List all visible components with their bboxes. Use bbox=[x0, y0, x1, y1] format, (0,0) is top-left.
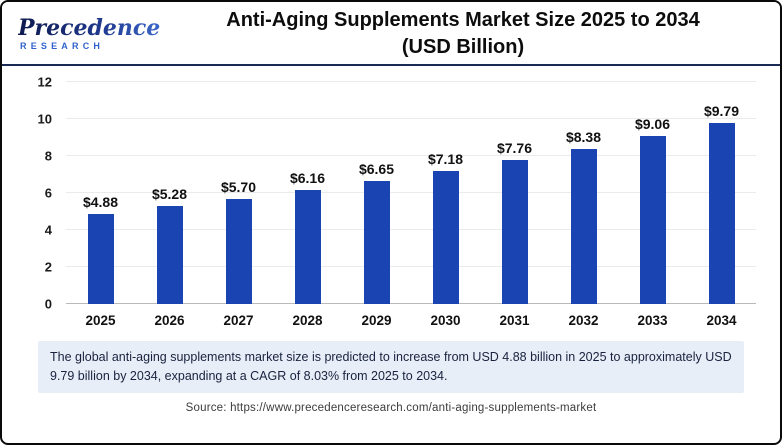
bar-value-label: $6.16 bbox=[289, 170, 326, 187]
bar-value-label: $9.79 bbox=[703, 102, 740, 119]
y-axis-tick-label: 0 bbox=[44, 296, 52, 312]
bar-column: $6.16 bbox=[273, 82, 342, 304]
bar-column: $7.18 bbox=[411, 82, 480, 304]
plot-area: $4.88 $5.28 $5.70 $6.16 $6.65 $7.18 $7.76 $8.38… bbox=[38, 75, 756, 312]
bar-value-label: $7.76 bbox=[496, 140, 533, 157]
y-axis-tick-label: 10 bbox=[37, 111, 52, 127]
bar bbox=[432, 171, 459, 304]
gridline bbox=[66, 155, 756, 157]
bar-value-label: $6.65 bbox=[358, 160, 395, 177]
bar-value-label: $9.06 bbox=[634, 116, 671, 133]
y-axis-tick-label: 12 bbox=[37, 74, 52, 90]
precedence-research-logo: Precedence RESEARCH bbox=[18, 17, 170, 51]
y-axis-tick-label: 8 bbox=[44, 148, 52, 164]
bar-column: $7.76 bbox=[480, 82, 549, 304]
y-axis-tick-label: 6 bbox=[44, 185, 52, 201]
x-axis-tick-label: 2026 bbox=[154, 313, 185, 328]
bar bbox=[156, 206, 183, 304]
bar bbox=[87, 213, 114, 304]
bar bbox=[363, 180, 390, 304]
bar-value-label: $7.18 bbox=[427, 151, 464, 168]
x-axis-tick-label: 2027 bbox=[223, 313, 254, 328]
header: Precedence RESEARCH Anti-Aging Supplemen… bbox=[2, 2, 780, 66]
bar-column: $9.06 bbox=[618, 82, 687, 304]
bar-value-label: $5.28 bbox=[151, 186, 188, 203]
x-axis-tick-label: 2025 bbox=[85, 313, 116, 328]
logo-subtitle: RESEARCH bbox=[20, 41, 105, 51]
x-axis-tick-label: 2032 bbox=[568, 313, 599, 328]
x-axis-row: 2025 2026 2027 2028 2029 2030 2031 2032 2033 2034 bbox=[66, 313, 756, 328]
bars-row: $4.88 $5.28 $5.70 $6.16 $6.65 $7.18 $7.76 $8.38… bbox=[66, 82, 756, 304]
gridline bbox=[66, 192, 756, 193]
x-axis-tick-label: 2029 bbox=[361, 313, 392, 328]
bar bbox=[225, 198, 252, 304]
y-axis-tick-label: 4 bbox=[44, 222, 52, 238]
x-axis-tick-label: 2034 bbox=[706, 313, 737, 328]
bar-value-label: $4.88 bbox=[82, 193, 119, 210]
bar-column: $5.70 bbox=[204, 82, 273, 304]
gridline bbox=[66, 81, 756, 82]
bar-value-label: $5.70 bbox=[220, 178, 257, 195]
logo-wordmark: Precedence bbox=[18, 17, 170, 39]
bar bbox=[570, 148, 597, 304]
bar-value-label: $8.38 bbox=[565, 128, 602, 145]
x-axis-tick-label: 2033 bbox=[637, 313, 668, 328]
x-axis-tick-label: 2031 bbox=[499, 313, 530, 328]
bar bbox=[501, 160, 528, 304]
bar-column: $9.79 bbox=[687, 82, 756, 304]
chart-title: Anti-Aging Supplements Market Size 2025 … bbox=[170, 7, 764, 61]
bar-column: $4.88 bbox=[66, 82, 135, 304]
bar-column: $5.28 bbox=[135, 82, 204, 304]
gridline bbox=[66, 229, 756, 231]
bar bbox=[639, 136, 666, 304]
bar-column: $8.38 bbox=[549, 82, 618, 304]
chart-title-line1: Anti-Aging Supplements Market Size 2025 … bbox=[226, 9, 700, 31]
summary-box: The global anti-aging supplements market… bbox=[38, 341, 744, 393]
x-axis-tick-label: 2030 bbox=[430, 313, 461, 328]
gridline bbox=[66, 266, 756, 268]
gridline bbox=[66, 118, 756, 119]
bar bbox=[294, 190, 321, 304]
bar-column: $6.65 bbox=[342, 82, 411, 304]
bar-chart: $4.88 $5.28 $5.70 $6.16 $6.65 $7.18 $7.76 $8.38… bbox=[2, 66, 780, 328]
source-line: Source: https://www.precedenceresearch.c… bbox=[185, 401, 597, 414]
bar bbox=[708, 122, 735, 304]
x-axis-tick-label: 2028 bbox=[292, 313, 323, 328]
gridline bbox=[66, 303, 756, 304]
y-axis-tick-label: 2 bbox=[44, 259, 52, 275]
chart-title-line2: (USD Billion) bbox=[401, 36, 525, 58]
